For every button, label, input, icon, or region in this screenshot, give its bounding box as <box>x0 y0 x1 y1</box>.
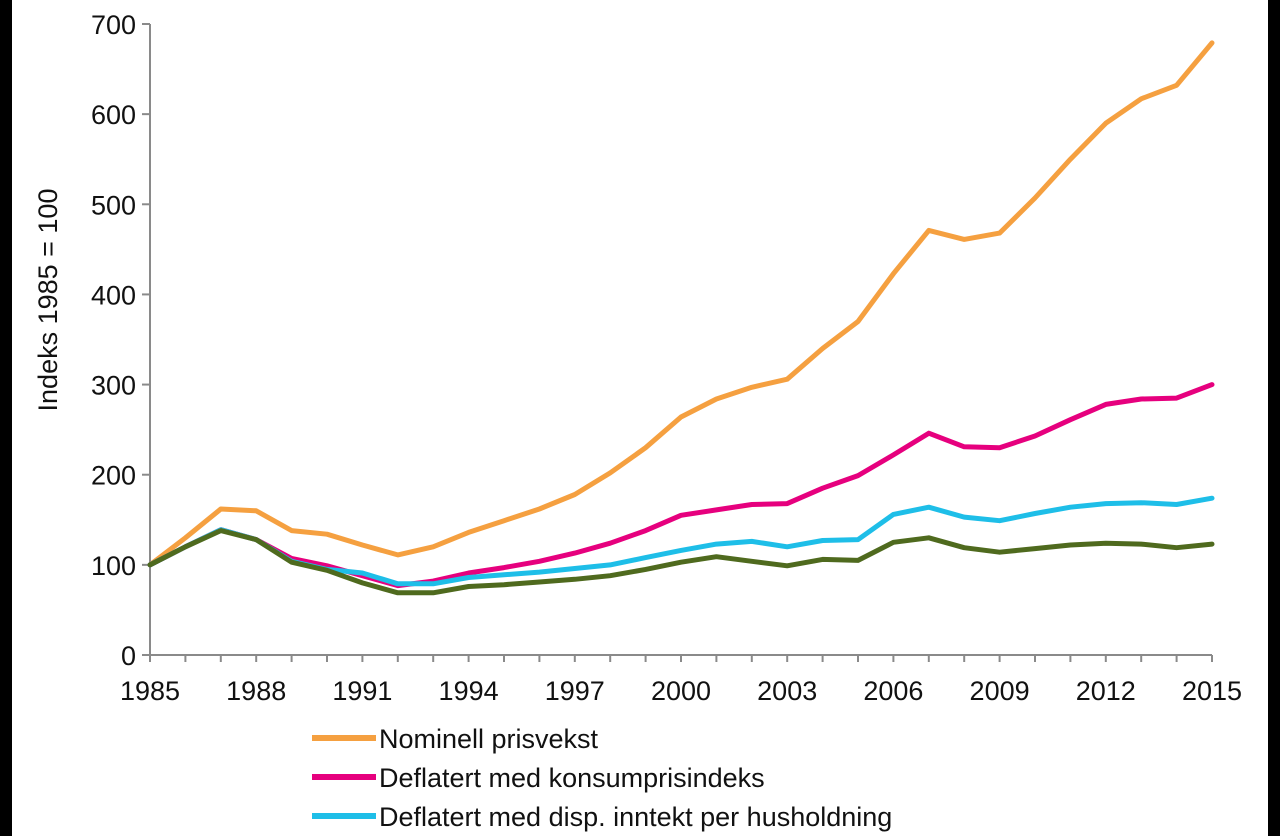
y-tick-label: 0 <box>121 641 136 671</box>
x-tick-label: 1997 <box>545 676 605 706</box>
series-line-2 <box>147 382 1215 589</box>
legend-label: Deflatert med konsumprisindeks <box>379 763 765 793</box>
series-line-4 <box>147 528 1215 596</box>
y-tick-label: 300 <box>91 371 136 401</box>
x-tick-label: 2000 <box>651 676 711 706</box>
x-tick-label: 2009 <box>970 676 1030 706</box>
x-tick-label: 1985 <box>120 676 180 706</box>
y-tick-label: 600 <box>91 100 136 130</box>
x-tick-label: 2012 <box>1076 676 1136 706</box>
series-line-1 <box>147 40 1215 568</box>
x-tick-label: 1988 <box>226 676 286 706</box>
x-tick-label: 1994 <box>439 676 499 706</box>
x-tick-label: 2006 <box>863 676 923 706</box>
series-line-3 <box>147 495 1215 587</box>
y-tick-label: 200 <box>91 461 136 491</box>
y-tick-label: 500 <box>91 190 136 220</box>
legend-label: Deflatert med disp. inntekt per husholdn… <box>379 802 892 832</box>
legend-label: Nominell prisvekst <box>379 724 599 754</box>
y-tick-label: 400 <box>91 280 136 310</box>
chart-frame: 0 100 200 300 400 500 600 700 1985 1988 1991 1994 1… <box>12 0 1268 836</box>
y-tick-label: 700 <box>91 10 136 40</box>
x-ticks: 1985 1988 1991 1994 1997 2000 2003 2006 2009 2012… <box>120 655 1242 706</box>
legend: Nominell prisvekst Deflatert med konsumpr… <box>312 724 892 832</box>
series-lines <box>147 40 1215 596</box>
x-tick-label: 2003 <box>757 676 817 706</box>
y-ticks: 0 100 200 300 400 500 600 700 <box>91 10 150 671</box>
y-tick-label: 100 <box>91 551 136 581</box>
x-tick-label: 1991 <box>332 676 392 706</box>
y-axis-label: Indeks 1985 = 100 <box>33 189 63 412</box>
x-tick-label: 2015 <box>1182 676 1242 706</box>
